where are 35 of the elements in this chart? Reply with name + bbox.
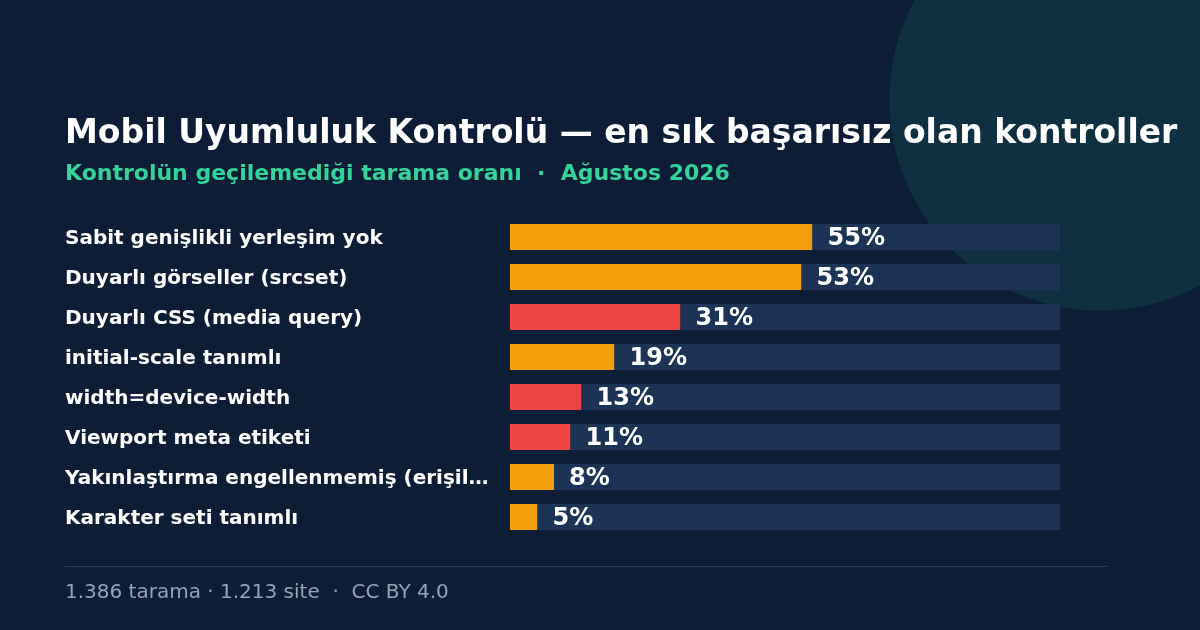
data-label: 13% <box>596 383 654 412</box>
data-label: 55% <box>827 223 885 252</box>
bar <box>510 224 813 250</box>
chart-title: Mobil Uyumluluk Kontrolü — en sık başarısız olan kontroller <box>65 112 1178 151</box>
y-tick-label: Duyarlı CSS (media query) <box>65 305 363 329</box>
chart-subtitle: Kontrolün geçilemediği tarama oranı · Ağustos 2026 <box>65 160 730 185</box>
bar <box>554 464 1060 490</box>
bar <box>801 264 1060 290</box>
data-label: 8% <box>569 463 610 492</box>
bar <box>510 304 681 330</box>
bar <box>570 424 1060 450</box>
text: 1.386 tarama · 1.213 site · CC BY 4.0 <box>65 579 449 603</box>
bar <box>510 424 571 450</box>
data-label: 5% <box>552 503 594 532</box>
y-tick-label: width=device-width <box>65 385 291 409</box>
y-tick-label: initial-scale tanımlı <box>65 345 282 369</box>
data-label: 31% <box>695 303 753 332</box>
bar <box>614 344 1060 370</box>
bar <box>510 384 582 410</box>
y-tick-label: Karakter seti tanımlı <box>65 505 299 529</box>
bar <box>510 264 802 290</box>
y-tick-label: Viewport meta etiketi <box>65 425 311 449</box>
bar <box>812 224 1060 250</box>
bar <box>510 504 538 530</box>
data-label: 19% <box>629 343 687 372</box>
y-tick-label: Yakınlaştırma engellenmemiş (erişil… <box>64 465 489 489</box>
y-tick-label: Sabit genişlikli yerleşim yok <box>65 225 384 249</box>
data-label: 53% <box>816 263 874 292</box>
bar <box>680 304 1060 330</box>
bar <box>510 344 615 370</box>
bar <box>581 384 1060 410</box>
y-tick-label: Duyarlı görseller (srcset) <box>65 265 348 289</box>
bar <box>510 464 554 490</box>
bar <box>537 504 1060 530</box>
data-label: 11% <box>585 423 643 452</box>
